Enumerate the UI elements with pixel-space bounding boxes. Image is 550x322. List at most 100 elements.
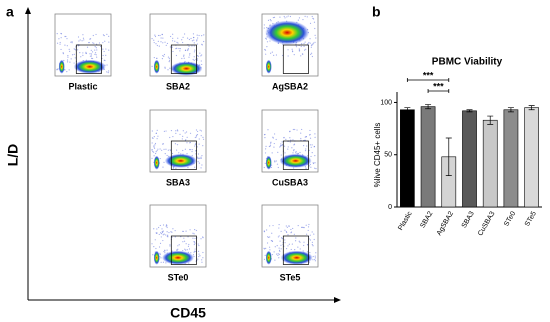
event-dot xyxy=(309,252,311,254)
event-dot xyxy=(194,248,196,250)
event-dot xyxy=(182,249,184,252)
event-dot xyxy=(197,250,200,252)
event-dot xyxy=(202,251,204,254)
density-blob xyxy=(265,20,310,45)
event-dot xyxy=(295,150,297,153)
event-dot xyxy=(56,42,59,44)
event-dot xyxy=(157,34,160,37)
density-blob xyxy=(153,155,160,170)
panel-label: a xyxy=(6,4,14,20)
event-dot xyxy=(314,255,316,257)
event-dot xyxy=(177,42,179,44)
y-tick-label: 100 xyxy=(380,99,392,106)
event-dot xyxy=(309,234,311,236)
event-dot xyxy=(182,130,184,132)
event-dot xyxy=(153,41,155,44)
density-blob xyxy=(58,59,65,74)
event-dot xyxy=(163,55,165,57)
x-tick-label: STe0 xyxy=(503,210,517,227)
event-dot xyxy=(310,166,312,168)
event-dot xyxy=(102,54,104,57)
event-dot xyxy=(86,46,89,48)
event-dot xyxy=(278,249,281,251)
event-dot xyxy=(264,48,266,51)
bar xyxy=(462,110,477,208)
event-dot xyxy=(79,52,81,54)
event-dot xyxy=(310,53,312,55)
event-dot xyxy=(194,228,196,231)
gate xyxy=(170,235,197,265)
event-dot xyxy=(176,149,178,151)
event-dot xyxy=(191,40,193,42)
event-dot xyxy=(103,59,105,61)
event-dot xyxy=(189,52,191,55)
event-dot xyxy=(89,55,92,57)
event-dot xyxy=(314,258,316,261)
event-dot xyxy=(181,39,183,41)
event-dot xyxy=(202,145,204,147)
event-dot xyxy=(168,60,170,63)
event-dot xyxy=(263,166,265,169)
y-tick-label: 50 xyxy=(384,152,392,159)
event-dot xyxy=(64,44,66,46)
event-dot xyxy=(196,146,198,148)
event-dot xyxy=(167,69,169,71)
event-dot xyxy=(169,244,171,246)
event-dot xyxy=(95,54,97,56)
event-dot xyxy=(200,238,202,240)
y-axis-label: %live CD45+ cells xyxy=(373,123,382,188)
event-dot xyxy=(108,41,110,43)
event-dot xyxy=(267,19,270,21)
event-dot xyxy=(102,42,104,44)
event-dot xyxy=(74,48,76,51)
event-dot xyxy=(170,35,172,38)
event-dot xyxy=(301,53,304,55)
event-dot xyxy=(297,246,299,248)
event-dot xyxy=(171,236,173,238)
event-dot xyxy=(69,61,71,63)
event-dot xyxy=(307,42,309,45)
event-dot xyxy=(70,58,72,60)
event-dot xyxy=(158,233,160,236)
event-dot xyxy=(187,166,189,169)
event-dot xyxy=(194,144,196,146)
event-dot xyxy=(306,145,308,147)
event-dot xyxy=(310,52,313,54)
event-dot xyxy=(162,239,164,242)
event-dot xyxy=(275,54,278,56)
event-dot xyxy=(299,241,301,243)
y-axis-label: L/D xyxy=(5,144,21,167)
event-dot xyxy=(301,128,303,131)
event-dot xyxy=(312,17,314,19)
event-dot xyxy=(56,33,58,35)
event-dot xyxy=(106,64,108,66)
event-dot xyxy=(163,250,165,253)
event-dot xyxy=(270,166,273,169)
event-dot xyxy=(174,143,177,145)
event-dot xyxy=(291,243,293,245)
event-dot xyxy=(66,45,68,47)
event-dot xyxy=(60,48,62,51)
event-dot xyxy=(199,255,201,257)
density-blob xyxy=(280,250,313,265)
event-dot xyxy=(308,149,310,151)
event-dot xyxy=(62,53,64,55)
error-bar xyxy=(404,107,411,113)
bar xyxy=(482,119,498,208)
event-dot xyxy=(197,157,199,159)
event-dot xyxy=(200,55,202,57)
event-dot xyxy=(179,50,181,52)
event-dot xyxy=(310,155,312,158)
event-dot xyxy=(193,241,195,243)
event-dot xyxy=(303,241,305,243)
event-dot xyxy=(272,224,274,227)
event-dot xyxy=(187,49,189,52)
event-dot xyxy=(312,162,314,164)
event-dot xyxy=(176,47,178,49)
event-dot xyxy=(287,55,289,57)
event-dot xyxy=(308,238,310,240)
event-dot xyxy=(305,224,307,226)
event-dot xyxy=(303,139,305,141)
density-plot xyxy=(151,224,204,265)
event-dot xyxy=(165,44,167,46)
